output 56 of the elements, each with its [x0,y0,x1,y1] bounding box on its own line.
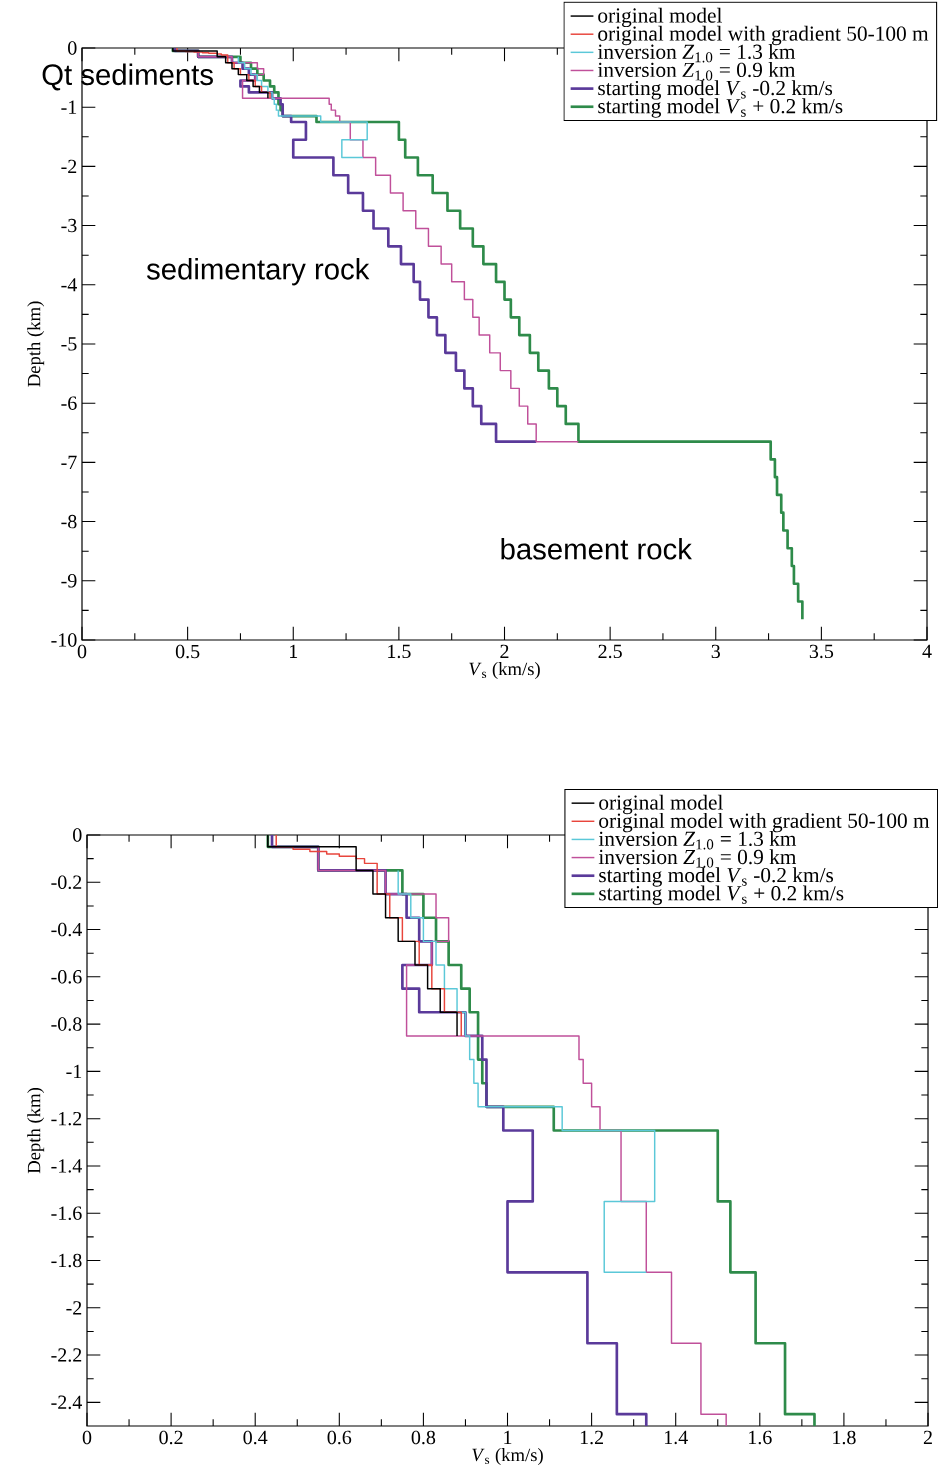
x-tick-label: 0.5 [175,644,200,659]
y-tick-label: -2.2 [51,1348,82,1362]
y-tick-label: -9 [61,574,77,588]
y-tick-label: -1.4 [51,1159,82,1173]
legend-label: inversion Z$_{1.0}$ = 1.3 km [598,831,797,850]
y-tick-label: -7 [61,455,77,469]
x-tick-label: 2 [500,644,509,658]
y-tick-label: -0.8 [51,1017,82,1031]
y-axis-title: Depth (km) [27,301,45,387]
annotation: sedimentary rock [146,258,370,286]
x-tick-label: 1.4 [664,1430,688,1445]
y-tick-label: -1.2 [51,1111,82,1126]
line-series [237,56,368,159]
y-tick-label: -2 [61,159,77,173]
x-tick-label: 1.6 [749,1430,772,1445]
x-tick-label: 3 [711,644,720,659]
y-tick-label: -4 [61,278,77,292]
y-tick-label: -8 [61,514,77,529]
x-tick-label: 1 [504,1430,512,1444]
x-tick-label: 0.8 [411,1430,436,1445]
y-tick-label: -2 [66,1301,82,1315]
y-tick-label: -0.6 [51,970,82,984]
y-tick-label: -0.2 [51,875,82,890]
y-tick-label: 0 [73,828,82,842]
x-tick-label: 0.6 [327,1430,352,1445]
x-tick-label: 0.4 [243,1430,268,1445]
x-tick-label: 2 [923,1430,932,1444]
y-tick-label: -3 [61,218,77,233]
legend-label: inversion Z$_{1.0}$ = 0.9 km [597,62,796,81]
y-tick-label: -10 [51,633,77,647]
legend-label: inversion Z$_{1.0}$ = 0.9 km [598,849,797,868]
x-tick-label: 1.8 [833,1430,856,1445]
y-tick-label: -1 [66,1064,82,1078]
legend-label: starting model V$_{s}$ + 0.2 km/s [599,885,844,905]
x-tick-label: 0.2 [159,1430,183,1445]
y-tick-label: -5 [61,337,77,351]
annotation: basement rock [501,538,692,560]
x-tick-label: 4 [922,644,932,658]
legend-label: inversion Z$_{1.0}$ = 1.3 km [597,43,796,63]
y-tick-label: -6 [61,396,77,410]
y-tick-label: 0 [68,41,77,55]
x-axis-title: V$_{s}$ (km/s) [472,1448,543,1466]
y-axis-title: Depth (km) [27,1088,45,1174]
x-tick-label: 0 [82,1430,92,1445]
y-tick-label: -0.4 [51,922,82,937]
x-tick-label: 1.2 [580,1430,603,1445]
x-tick-label: 3.5 [809,644,834,659]
y-tick-label: -1 [61,100,77,114]
x-tick-label: 1 [290,644,298,658]
x-tick-label: 1.5 [388,644,411,659]
legend-label: starting model V$_{s}$ + 0.2 km/s [598,98,843,118]
y-tick-label: -2.4 [51,1395,82,1410]
y-tick-label: -1.6 [51,1206,82,1221]
x-tick-label: 2.5 [598,644,622,659]
y-tick-label: -1.8 [51,1253,82,1268]
x-axis-title: V$_{s}$ (km/s) [469,662,540,680]
